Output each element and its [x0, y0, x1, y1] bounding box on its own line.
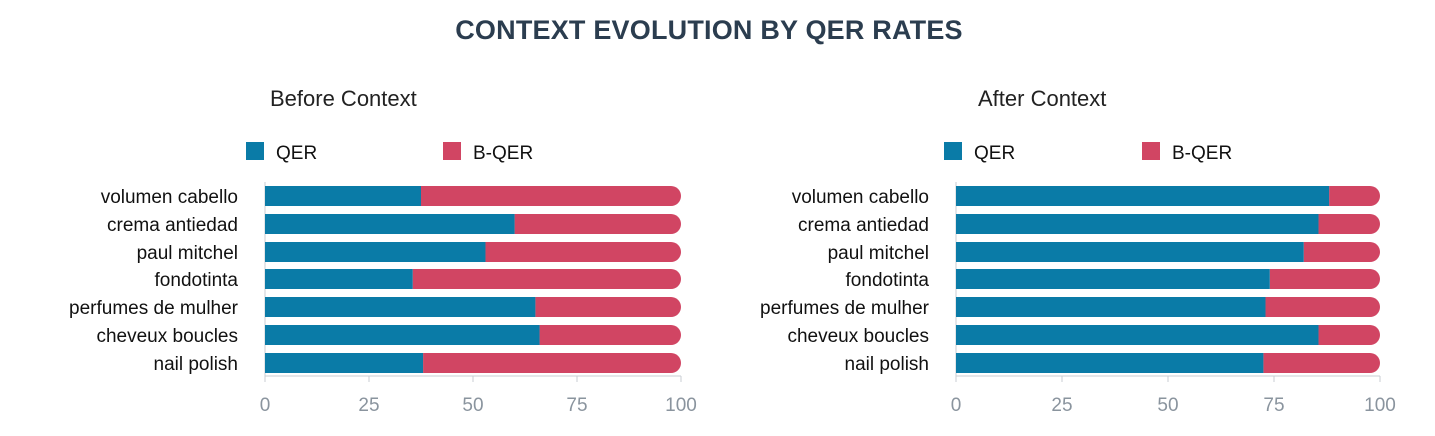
bar-bqer	[535, 297, 681, 317]
x-tick-label: 25	[358, 395, 379, 416]
category-label: nail polish	[154, 354, 239, 375]
bar-qer	[956, 186, 1330, 206]
legend-swatch-b-qer	[443, 142, 461, 160]
chart-subtitle: After Context	[978, 86, 1106, 111]
x-tick-label: 50	[462, 395, 483, 416]
bar-qer	[956, 269, 1270, 289]
bar-bqer	[514, 214, 681, 234]
x-tick-label: 25	[1051, 395, 1072, 416]
bar-bqer	[421, 186, 681, 206]
bar-qer	[956, 325, 1319, 345]
category-label: volumen cabello	[792, 187, 929, 208]
bar-bqer	[423, 353, 681, 373]
legend-label: QER	[276, 143, 317, 164]
bar-bqer	[1265, 297, 1380, 317]
x-tick-label: 100	[1364, 395, 1396, 416]
bar-bqer	[1263, 353, 1380, 373]
bar-bqer	[539, 325, 681, 345]
bar-qer	[956, 242, 1304, 262]
category-label: crema antiedad	[107, 215, 238, 236]
x-tick-label: 0	[951, 395, 962, 416]
legend-swatch-qer	[944, 142, 962, 160]
category-label: paul mitchel	[828, 243, 929, 264]
x-tick-label: 75	[566, 395, 587, 416]
legend-swatch-qer	[246, 142, 264, 160]
bar-qer	[265, 269, 413, 289]
x-tick-label: 75	[1263, 395, 1284, 416]
category-label: paul mitchel	[137, 243, 238, 264]
bar-qer	[956, 297, 1266, 317]
category-label: fondotinta	[846, 270, 930, 291]
bar-bqer	[1329, 186, 1380, 206]
page-title: CONTEXT EVOLUTION BY QER RATES	[455, 15, 963, 45]
category-label: crema antiedad	[798, 215, 929, 236]
bar-bqer	[1303, 242, 1380, 262]
bar-qer	[265, 186, 421, 206]
bar-qer	[956, 214, 1319, 234]
legend-swatch-b-qer	[1142, 142, 1160, 160]
x-tick-label: 0	[260, 395, 271, 416]
category-label: nail polish	[845, 354, 930, 375]
x-tick-label: 100	[665, 395, 697, 416]
bar-qer	[265, 297, 536, 317]
legend-label: B-QER	[473, 143, 533, 164]
category-label: cheveux boucles	[96, 326, 238, 347]
chart-subtitle: Before Context	[270, 86, 417, 111]
x-tick-label: 50	[1157, 395, 1178, 416]
category-label: fondotinta	[155, 270, 239, 291]
category-label: perfumes de mulher	[69, 298, 239, 319]
bar-qer	[956, 353, 1264, 373]
bar-bqer	[412, 269, 681, 289]
category-label: perfumes de mulher	[760, 298, 930, 319]
chart-panel-after: After Context QER B-QER 0 25 50 75 100 volumen c…	[760, 86, 1396, 416]
bar-qer	[265, 214, 515, 234]
category-label: volumen cabello	[101, 187, 238, 208]
category-label: cheveux boucles	[787, 326, 929, 347]
chart-panel-before: Before Context QER B-QER 0 25 50 75 100 volumen …	[69, 86, 697, 416]
bar-bqer	[1318, 214, 1380, 234]
legend-label: B-QER	[1172, 143, 1232, 164]
bar-qer	[265, 325, 540, 345]
bar-qer	[265, 353, 424, 373]
bar-bqer	[1269, 269, 1380, 289]
bar-bqer	[485, 242, 681, 262]
bar-bqer	[1318, 325, 1380, 345]
bar-qer	[265, 242, 486, 262]
legend-label: QER	[974, 143, 1015, 164]
